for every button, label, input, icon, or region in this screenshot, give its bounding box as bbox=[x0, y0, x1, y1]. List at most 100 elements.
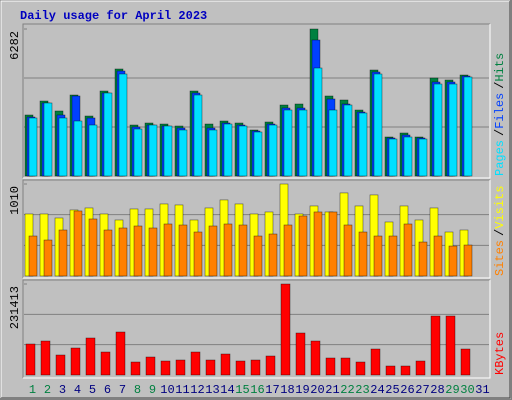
legend-entry: KBytes bbox=[493, 332, 507, 375]
bar bbox=[88, 124, 98, 177]
bar bbox=[193, 94, 203, 177]
bar bbox=[238, 125, 248, 177]
x-tick-label: 25 bbox=[385, 383, 399, 397]
bar bbox=[130, 361, 141, 376]
bar bbox=[343, 104, 353, 177]
panel-bevel bbox=[22, 179, 490, 278]
x-tick-label: 18 bbox=[280, 383, 294, 397]
bar bbox=[388, 138, 398, 177]
bar bbox=[220, 353, 231, 376]
legend-entry: Visits bbox=[493, 186, 507, 229]
bar bbox=[460, 348, 471, 376]
y-tick-label: 6282 bbox=[8, 31, 22, 60]
bar bbox=[40, 340, 51, 376]
bar bbox=[295, 332, 306, 376]
x-tick-label: 11 bbox=[175, 383, 189, 397]
bar bbox=[283, 109, 293, 177]
bar bbox=[418, 241, 428, 277]
bar bbox=[148, 124, 158, 177]
bar bbox=[73, 210, 83, 277]
bar bbox=[235, 360, 246, 376]
bar bbox=[433, 83, 443, 177]
bar bbox=[448, 245, 458, 277]
bar bbox=[268, 233, 278, 277]
bar bbox=[178, 224, 188, 277]
x-tick-label: 19 bbox=[295, 383, 309, 397]
x-tick-label: 22 bbox=[340, 383, 354, 397]
bar bbox=[70, 347, 81, 376]
x-tick-label: 21 bbox=[325, 383, 339, 397]
x-tick-label: 13 bbox=[205, 383, 219, 397]
bar bbox=[223, 223, 233, 277]
y-tick-label: 1010 bbox=[8, 186, 22, 215]
bar bbox=[25, 343, 36, 376]
bar bbox=[103, 229, 113, 277]
x-tick-label: 6 bbox=[104, 383, 111, 397]
bar bbox=[208, 225, 218, 277]
bar bbox=[28, 235, 38, 277]
x-tick-label: 12 bbox=[190, 383, 204, 397]
bar bbox=[298, 109, 308, 177]
x-tick-label: 26 bbox=[400, 383, 414, 397]
bar bbox=[190, 351, 201, 376]
bar bbox=[148, 227, 158, 277]
bar bbox=[73, 120, 83, 177]
panel-bevel bbox=[23, 180, 491, 279]
x-tick-label: 15 bbox=[235, 383, 249, 397]
bar bbox=[118, 227, 128, 277]
legend: Sites /Visits bbox=[493, 186, 507, 276]
bar bbox=[103, 92, 113, 177]
panel-bevel bbox=[23, 24, 491, 179]
bar bbox=[433, 235, 443, 277]
x-tick-label: 30 bbox=[460, 383, 474, 397]
legend-separator: / bbox=[493, 129, 507, 136]
bar bbox=[373, 235, 383, 277]
x-tick-label: 1 bbox=[29, 383, 36, 397]
bar bbox=[403, 223, 413, 277]
bar bbox=[463, 76, 473, 177]
bar bbox=[133, 128, 143, 177]
bar bbox=[58, 229, 68, 277]
bar bbox=[160, 360, 171, 376]
legend-entry: Pages bbox=[493, 140, 507, 176]
x-tick-label: 9 bbox=[149, 383, 156, 397]
bar bbox=[175, 359, 186, 376]
bar bbox=[340, 357, 351, 376]
bar bbox=[145, 356, 156, 376]
x-tick-label: 2 bbox=[44, 383, 51, 397]
bar bbox=[415, 360, 426, 376]
panel-bevel bbox=[23, 280, 491, 379]
bar bbox=[43, 102, 53, 177]
bar bbox=[358, 231, 368, 277]
bar bbox=[445, 315, 456, 376]
legend-entry: Files bbox=[493, 93, 507, 129]
bar bbox=[328, 211, 338, 277]
x-tick-label: 28 bbox=[430, 383, 444, 397]
bar bbox=[163, 125, 173, 177]
bar bbox=[58, 117, 68, 177]
x-tick-label: 5 bbox=[89, 383, 96, 397]
bar bbox=[328, 109, 338, 177]
bar bbox=[85, 337, 96, 376]
x-tick-label: 7 bbox=[119, 383, 126, 397]
bar bbox=[253, 235, 263, 277]
bar bbox=[223, 123, 233, 177]
panel-bevel bbox=[22, 279, 490, 378]
bar bbox=[400, 365, 411, 376]
legend-separator: / bbox=[493, 229, 507, 236]
x-tick-label: 4 bbox=[74, 383, 81, 397]
x-tick-label: 23 bbox=[355, 383, 369, 397]
x-tick-label: 14 bbox=[220, 383, 234, 397]
bar bbox=[268, 124, 278, 177]
bar bbox=[310, 340, 321, 376]
bar bbox=[385, 365, 396, 376]
bar bbox=[448, 83, 458, 177]
y-tick-label: 231413 bbox=[8, 286, 22, 329]
bar bbox=[238, 224, 248, 277]
x-tick-label: 17 bbox=[265, 383, 279, 397]
bar bbox=[88, 218, 98, 277]
x-tick-label: 24 bbox=[370, 383, 384, 397]
x-tick-label: 3 bbox=[59, 383, 66, 397]
